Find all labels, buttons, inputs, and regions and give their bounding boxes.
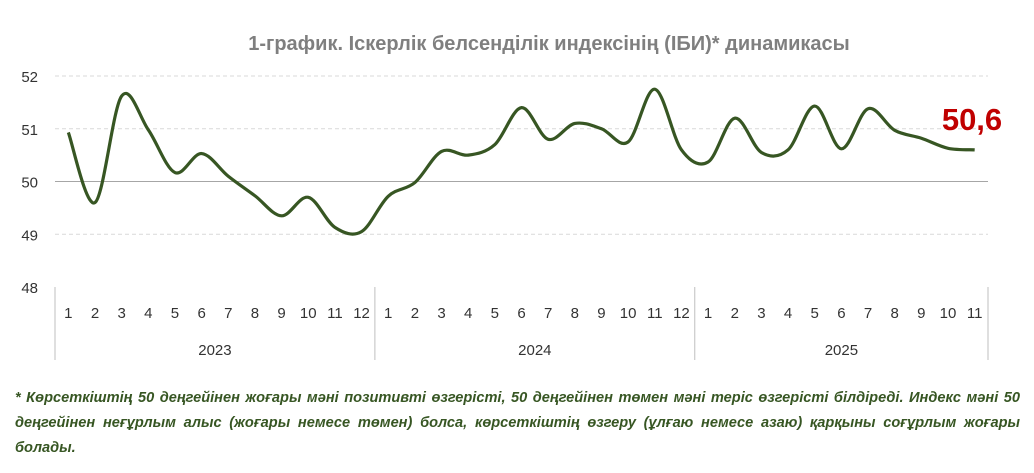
- x-tick-label: 1: [704, 305, 712, 322]
- x-tick-label: 11: [967, 305, 983, 322]
- x-tick-label: 10: [620, 305, 637, 322]
- x-tick-label: 5: [811, 305, 819, 322]
- series-line-ibi: [66, 87, 975, 236]
- x-tick-label: 7: [544, 305, 552, 322]
- x-tick-label: 4: [144, 305, 152, 322]
- x-tick-label: 4: [784, 305, 792, 322]
- y-tick-label: 49: [21, 227, 38, 244]
- x-tick-label: 8: [891, 305, 899, 322]
- x-tick-label: 2: [91, 305, 99, 322]
- x-tick-label: 1: [384, 305, 392, 322]
- y-tick-label: 50: [21, 175, 38, 192]
- x-tick-label: 9: [597, 305, 605, 322]
- last-value-annotation: 50,6: [942, 102, 1002, 137]
- year-label: 2024: [518, 342, 551, 359]
- x-tick-label: 12: [673, 305, 690, 322]
- year-label: 2025: [825, 342, 858, 359]
- y-tick-label: 52: [21, 69, 38, 86]
- grid: [55, 75, 988, 235]
- x-tick-label: 9: [277, 305, 285, 322]
- x-tick-label: 7: [864, 305, 872, 322]
- x-tick-label: 3: [757, 305, 765, 322]
- x-tick-label: 4: [464, 305, 472, 322]
- chart-title: 1-график. Іскерлік белсенділік индексіні…: [248, 33, 850, 55]
- chart: 1-график. Іскерлік белсенділік индексіні…: [21, 33, 1002, 360]
- y-tick-label: 51: [21, 122, 38, 139]
- x-tick-label: 2: [411, 305, 419, 322]
- x-tick-label: 8: [571, 305, 579, 322]
- x-tick-label: 5: [491, 305, 499, 322]
- x-tick-label: 11: [327, 305, 343, 322]
- x-tick-label: 6: [197, 305, 205, 322]
- x-tick-label: 1: [64, 305, 72, 322]
- year-label: 2023: [198, 342, 231, 359]
- x-tick-label: 5: [171, 305, 179, 322]
- x-tick-label: 3: [117, 305, 125, 322]
- footnote: * Көрсеткіштің 50 деңгейінен жоғары мәні…: [15, 390, 1020, 456]
- x-tick-label: 9: [917, 305, 925, 322]
- x-tick-label: 3: [437, 305, 445, 322]
- x-tick-label: 8: [251, 305, 259, 322]
- x-tick-label: 10: [940, 305, 957, 322]
- x-tick-label: 6: [837, 305, 845, 322]
- x-tick-label: 7: [224, 305, 232, 322]
- x-tick-label: 12: [353, 305, 370, 322]
- x-tick-label: 11: [647, 305, 663, 322]
- x-tick-label: 6: [517, 305, 525, 322]
- y-tick-label: 48: [21, 280, 38, 297]
- x-tick-label: 10: [300, 305, 317, 322]
- x-tick-label: 2: [731, 305, 739, 322]
